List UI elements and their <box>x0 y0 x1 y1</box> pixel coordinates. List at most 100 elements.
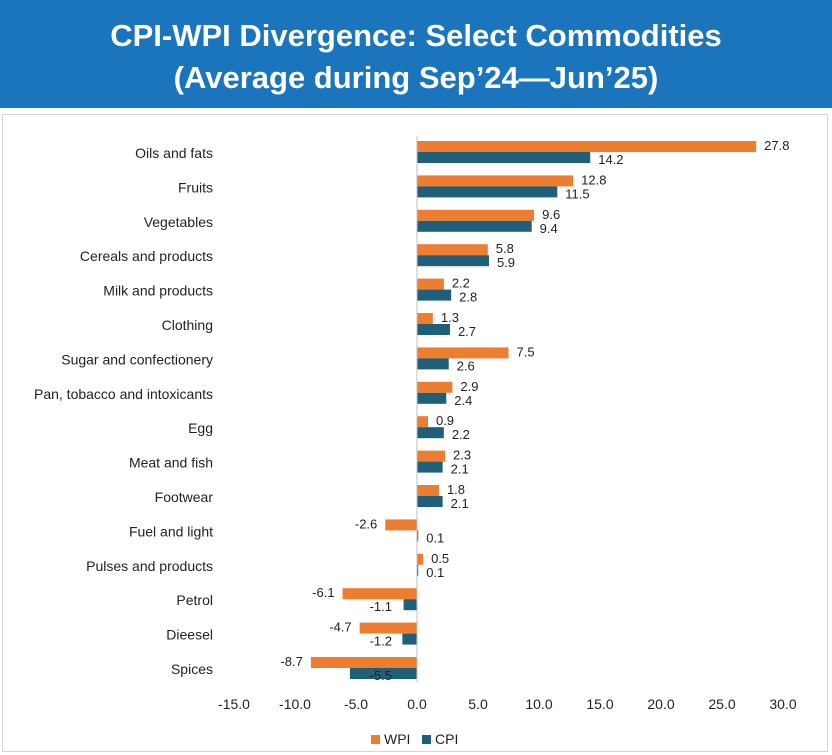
cpi-bar <box>417 564 419 576</box>
cpi-value-label: 0.1 <box>426 565 444 580</box>
wpi-value-label: 2.9 <box>460 379 478 394</box>
cpi-value-label: 9.4 <box>540 221 558 236</box>
cpi-bar <box>417 496 443 507</box>
wpi-bar <box>417 347 509 359</box>
wpi-value-label: 5.8 <box>496 241 514 256</box>
cpi-bar <box>417 358 449 370</box>
legend-cpi-label: CPI <box>435 731 458 747</box>
wpi-bar <box>342 588 417 600</box>
wpi-value-label: -8.7 <box>280 654 302 669</box>
category-label: Footwear <box>155 489 214 505</box>
category-label: Spices <box>171 661 213 677</box>
category-label: Cereals and products <box>80 248 213 264</box>
cpi-value-label: 2.6 <box>457 358 475 373</box>
wpi-value-label: 12.8 <box>581 172 606 187</box>
data-labels: 27.814.212.811.59.69.45.85.92.22.81.32.7… <box>280 138 789 683</box>
cpi-value-label: 14.2 <box>598 152 623 167</box>
wpi-bar <box>310 657 417 668</box>
legend-cpi-swatch <box>422 735 431 744</box>
category-label: Dieesel <box>166 627 213 643</box>
category-label: Petrol <box>176 592 213 608</box>
cpi-bar <box>417 255 489 267</box>
wpi-value-label: 2.3 <box>453 448 471 463</box>
x-axis: -15.0 -10.0 -5.0 0.0 5.0 10.0 15.0 20.0 25.0 30.0 <box>218 136 797 712</box>
cpi-value-label: 11.5 <box>565 186 589 201</box>
category-label: Oils and fats <box>135 145 213 161</box>
x-tick-label: -10.0 <box>279 696 311 712</box>
cpi-bar <box>417 186 558 198</box>
cpi-bar <box>349 668 417 679</box>
category-label: Meat and fish <box>129 455 213 471</box>
cpi-value-label: 2.4 <box>454 393 472 408</box>
cpi-bar <box>417 152 591 163</box>
category-label: Fuel and light <box>129 523 213 539</box>
category-label: Egg <box>188 420 213 436</box>
cpi-bar <box>417 427 444 439</box>
x-tick-label: 20.0 <box>647 696 674 712</box>
cpi-value-label: 0.1 <box>426 530 444 545</box>
x-tick-label: -15.0 <box>218 696 250 712</box>
wpi-bar <box>417 244 488 256</box>
category-label: Clothing <box>162 317 213 333</box>
wpi-bar <box>359 622 417 634</box>
wpi-bar <box>417 485 439 496</box>
x-tick-label: 5.0 <box>468 696 488 712</box>
wpi-value-label: -2.6 <box>355 516 377 531</box>
cpi-bar <box>402 633 417 645</box>
cpi-value-label: -1.2 <box>370 634 392 649</box>
cpi-value-label: -1.1 <box>370 599 392 614</box>
wpi-value-label: -6.1 <box>312 585 334 600</box>
wpi-value-label: 7.5 <box>517 344 535 359</box>
wpi-bar <box>417 381 453 393</box>
cpi-value-label: 2.7 <box>458 324 476 339</box>
chart-title-line-1: CPI-WPI Divergence: Select Commodities <box>110 18 722 53</box>
cpi-bar <box>417 324 450 335</box>
category-label: Milk and products <box>103 283 213 299</box>
wpi-bar <box>417 209 535 221</box>
cpi-bar <box>403 599 417 611</box>
x-tick-label: -5.0 <box>344 696 368 712</box>
wpi-bar <box>417 141 757 152</box>
legend-wpi-label: WPI <box>384 731 410 747</box>
wpi-value-label: 2.2 <box>452 276 470 291</box>
wpi-bar <box>417 175 574 187</box>
bars <box>310 141 757 679</box>
cpi-value-label: 2.1 <box>451 496 469 511</box>
wpi-bar <box>417 450 446 462</box>
category-label: Sugar and confectionery <box>61 351 213 367</box>
category-label: Fruits <box>178 179 213 195</box>
x-tick-label: 30.0 <box>769 696 796 712</box>
chart-panel <box>2 114 828 752</box>
category-label: Vegetables <box>144 214 213 230</box>
cpi-bar <box>417 530 419 542</box>
cpi-value-label: 2.2 <box>452 427 470 442</box>
category-label: Pan, tobacco and intoxicants <box>34 386 213 402</box>
legend: WPI CPI <box>371 731 458 747</box>
cpi-value-label: 5.9 <box>497 255 515 270</box>
cpi-value-label: -5.5 <box>370 668 392 683</box>
cpi-value-label: 2.1 <box>451 462 469 477</box>
chart-title-line-2: (Average during Sep’24—Jun’25) <box>173 60 659 95</box>
x-tick-label: 15.0 <box>586 696 613 712</box>
cpi-bar <box>417 461 443 473</box>
x-tick-label: 0.0 <box>407 696 427 712</box>
wpi-value-label: 0.9 <box>436 413 454 428</box>
wpi-bar <box>417 553 424 565</box>
wpi-value-label: 1.8 <box>447 482 465 497</box>
wpi-bar <box>417 416 428 428</box>
cpi-bar <box>417 392 447 404</box>
wpi-value-label: 27.8 <box>764 138 789 153</box>
x-tick-label: 25.0 <box>708 696 735 712</box>
cpi-bar <box>417 220 532 232</box>
category-labels: Oils and fats Fruits Vegetables Cereals and… <box>34 145 213 677</box>
wpi-value-label: 9.6 <box>542 207 560 222</box>
wpi-value-label: 0.5 <box>431 551 449 566</box>
legend-wpi-swatch <box>371 735 380 744</box>
wpi-value-label: 1.3 <box>441 310 459 325</box>
wpi-bar <box>417 313 433 324</box>
wpi-value-label: -4.7 <box>329 620 351 635</box>
cpi-bar <box>417 289 452 301</box>
category-label: Pulses and products <box>86 558 213 574</box>
cpi-value-label: 2.8 <box>459 290 477 305</box>
